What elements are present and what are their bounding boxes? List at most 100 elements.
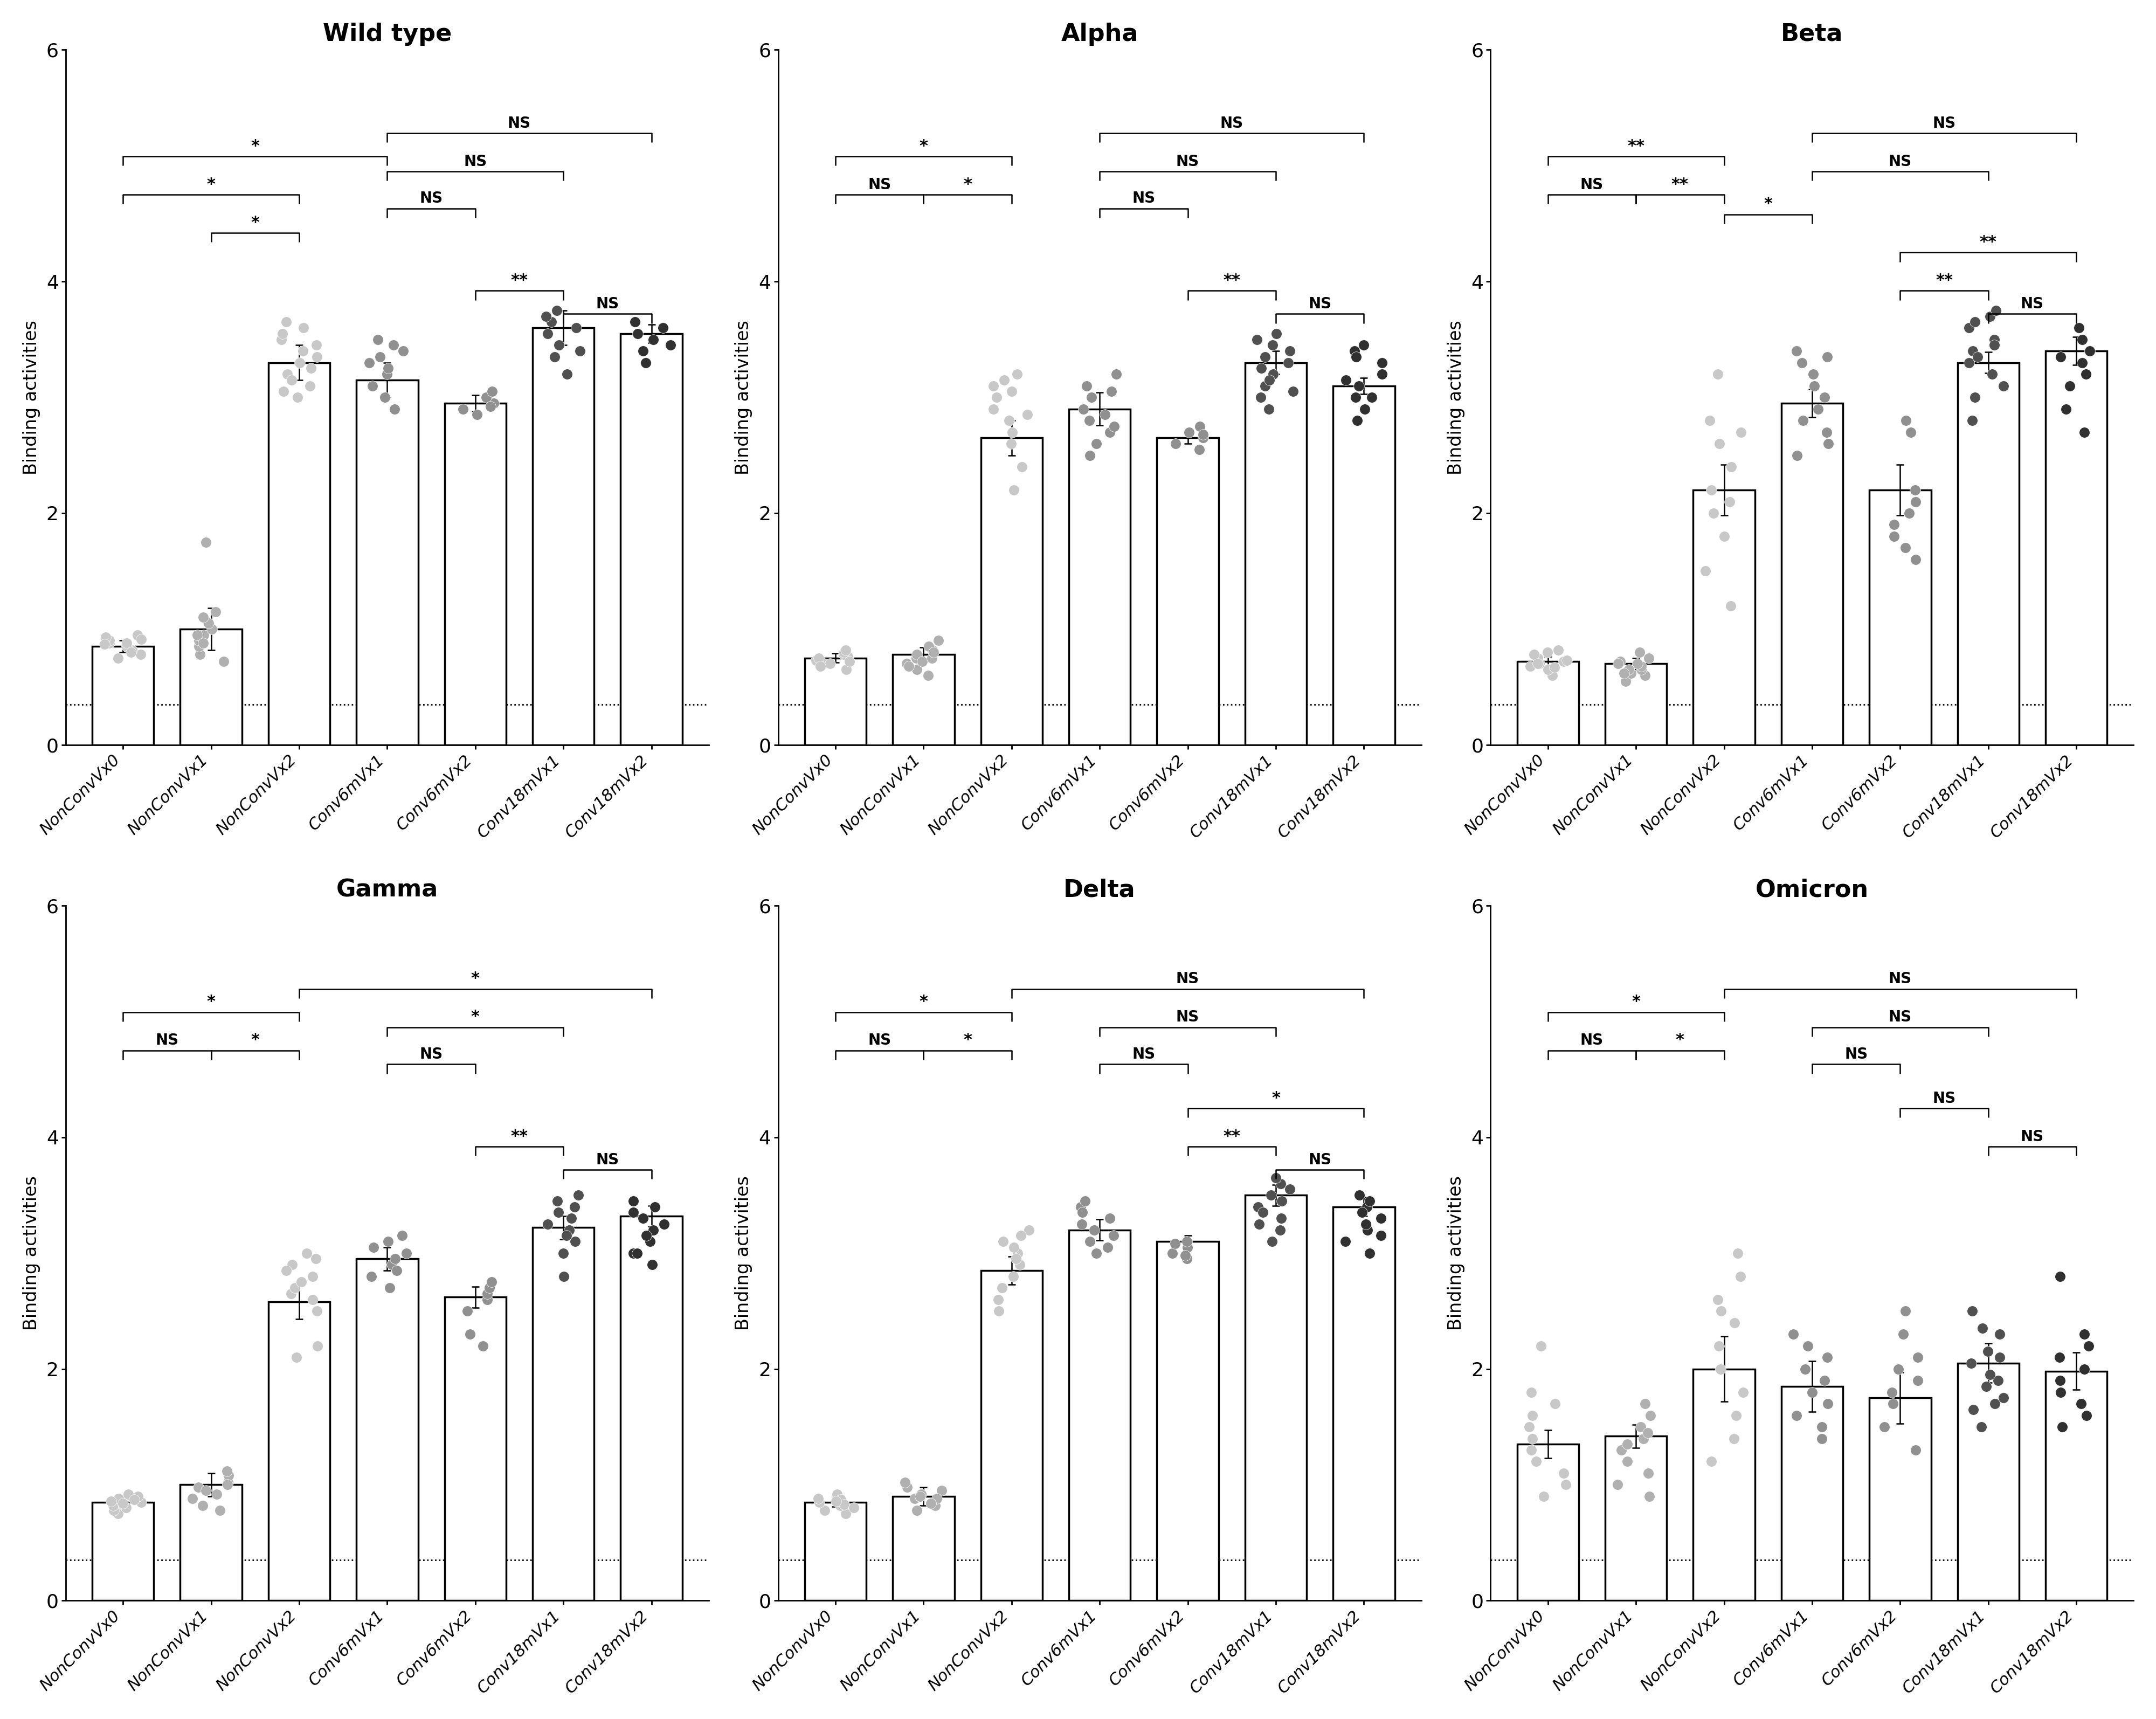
Point [1255, 332, 1289, 359]
Point [386, 337, 420, 364]
Text: NS: NS [1175, 971, 1199, 987]
Point [1537, 653, 1572, 681]
Point [1345, 1198, 1380, 1226]
Point [209, 1458, 244, 1485]
Point [287, 315, 321, 342]
Text: **: ** [1628, 139, 1645, 155]
Text: NS: NS [1132, 1047, 1156, 1062]
Point [1630, 1459, 1664, 1487]
Bar [267, 363, 330, 744]
Point [1550, 646, 1585, 674]
Point [647, 315, 681, 342]
Point [474, 394, 509, 421]
Point [93, 627, 127, 655]
Point [1708, 523, 1742, 550]
Point [1785, 349, 1820, 376]
Point [800, 1485, 834, 1513]
Point [1240, 325, 1274, 352]
Point [1889, 535, 1923, 562]
Bar [804, 658, 867, 744]
Point [356, 1234, 390, 1262]
Point [1248, 344, 1283, 371]
Text: *: * [964, 1033, 972, 1049]
Point [211, 1461, 246, 1489]
Y-axis label: Binding activities: Binding activities [22, 320, 41, 474]
Point [274, 1251, 308, 1279]
Point [1968, 1372, 2003, 1399]
Point [1520, 645, 1554, 672]
Point [912, 662, 946, 689]
Point [476, 390, 511, 418]
Text: NS: NS [1889, 1009, 1912, 1025]
Point [123, 641, 157, 669]
Point [1097, 413, 1132, 440]
Point [1981, 1367, 2016, 1394]
Point [1246, 1198, 1281, 1226]
Point [914, 1490, 949, 1518]
Point [2046, 1413, 2081, 1441]
Point [1608, 667, 1643, 694]
Point [1899, 1367, 1934, 1394]
Point [1343, 1181, 1378, 1208]
Point [474, 1269, 509, 1296]
Point [1181, 435, 1216, 462]
Point [1337, 337, 1371, 364]
Point [977, 395, 1011, 423]
Point [918, 1492, 953, 1520]
Point [819, 1487, 854, 1514]
Point [265, 320, 300, 347]
Point [1897, 476, 1932, 504]
Point [1712, 488, 1746, 516]
Point [981, 1298, 1015, 1325]
Point [1087, 401, 1121, 428]
Point [110, 1480, 144, 1508]
Point [996, 1234, 1031, 1262]
Point [1977, 1391, 2012, 1418]
Point [1958, 383, 1992, 411]
Point [1805, 1425, 1839, 1453]
Point [541, 332, 576, 359]
Text: NS: NS [1309, 1152, 1332, 1167]
Point [1628, 1391, 1662, 1418]
Bar [1958, 363, 2018, 744]
Point [1074, 1227, 1108, 1255]
Point [1341, 371, 1376, 399]
Point [530, 320, 565, 347]
Text: NS: NS [1580, 1033, 1604, 1049]
Point [2068, 1320, 2102, 1348]
Point [300, 1245, 334, 1272]
Point [300, 332, 334, 359]
Point [1725, 1379, 1759, 1406]
Point [914, 636, 949, 664]
Point [1518, 1447, 1552, 1475]
Point [1958, 308, 1992, 335]
Point [1953, 1349, 1988, 1377]
Point [1186, 425, 1220, 452]
Point [1242, 1193, 1276, 1220]
Point [914, 645, 949, 672]
Bar [2046, 351, 2106, 744]
Point [2042, 1344, 2076, 1372]
Point [1350, 1215, 1384, 1243]
Point [1807, 1367, 1841, 1394]
Point [1880, 1355, 1915, 1382]
Point [1365, 1205, 1399, 1233]
Point [617, 1239, 651, 1267]
Point [1272, 1176, 1307, 1203]
Point [198, 598, 233, 626]
Point [890, 1473, 925, 1501]
Title: Gamma: Gamma [336, 878, 438, 901]
Point [1348, 1210, 1382, 1238]
Point [1796, 1379, 1830, 1406]
Text: **: ** [511, 273, 528, 289]
Point [630, 1222, 664, 1250]
Point [278, 1344, 313, 1372]
Text: NS: NS [869, 1033, 890, 1049]
Point [1986, 1384, 2020, 1411]
Text: *: * [250, 139, 259, 155]
Point [1604, 1437, 1639, 1465]
Point [1352, 1188, 1386, 1215]
Point [1723, 418, 1757, 445]
Point [1955, 1396, 1990, 1423]
Bar [893, 1496, 955, 1600]
